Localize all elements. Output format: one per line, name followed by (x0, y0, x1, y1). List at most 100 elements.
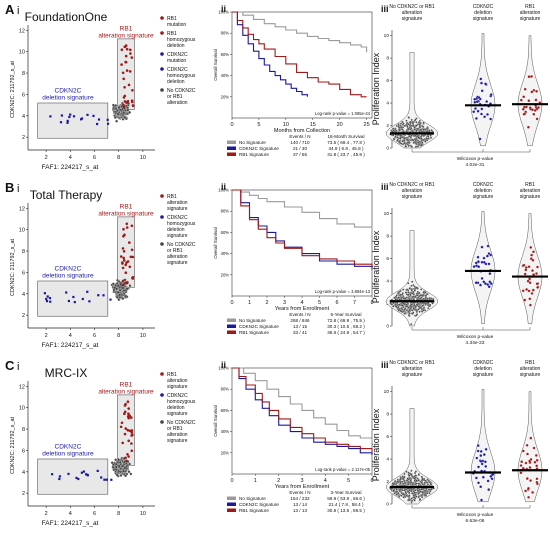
violin-point (524, 489, 527, 493)
violin-group-label: No CDKN2C or RB1 (389, 182, 435, 188)
cdkn2c-point (72, 295, 75, 299)
scatter-point (127, 470, 131, 474)
violin-y-tick-label: 8 (386, 234, 389, 240)
rb1-point (129, 255, 133, 259)
rb1-box-label: alteration signature (98, 210, 154, 217)
rb1-point (126, 428, 130, 432)
violin-point (422, 309, 425, 312)
scatter-x-label: FAF1: 224217_s_at (42, 342, 99, 349)
violin-point (426, 127, 429, 130)
violin-group-label: signature (473, 194, 494, 200)
scatter-point (117, 464, 121, 468)
violin-point (409, 304, 412, 307)
violin-point (409, 123, 412, 127)
violin-point (486, 254, 489, 258)
rb1-point (121, 71, 125, 75)
violin-point (486, 112, 489, 116)
violin-point (401, 292, 404, 295)
legend-label: CDKN2C (167, 67, 188, 73)
violin-point (407, 293, 410, 296)
violin-point (392, 483, 395, 486)
rb1-point (125, 101, 128, 104)
violin-group-label: CDKN2C (473, 182, 494, 188)
violin-point (427, 479, 430, 482)
cdkn2c-point (67, 472, 70, 475)
km-legend-swatch (227, 140, 236, 144)
violin-bracket (411, 505, 531, 509)
violin-point (408, 287, 411, 290)
violin-point (407, 306, 410, 309)
violin-y-tick-label: 10 (384, 211, 390, 217)
rb1-point (124, 402, 127, 406)
scatter-point (118, 288, 122, 292)
violin-point (531, 258, 535, 262)
violin-point (394, 480, 397, 483)
violin-point (413, 475, 416, 478)
violin-point (523, 87, 527, 91)
violin-point (399, 477, 402, 480)
rb1-point (122, 103, 125, 107)
violin-point (481, 475, 485, 479)
violin-point (482, 260, 486, 264)
violin-point (480, 89, 484, 93)
violin-y-tick-label: 8 (386, 412, 389, 418)
violin-point (400, 494, 403, 497)
violin-group-label: signature (402, 372, 423, 378)
rb1-point (129, 52, 132, 55)
violin-point (487, 285, 491, 289)
violin-point (475, 476, 478, 480)
rb1-point (127, 407, 130, 410)
scatter-x-tick-label: 4 (69, 511, 72, 517)
legend-label: No CDKN2C (167, 420, 196, 426)
legend-label: signature (167, 384, 188, 390)
legend-marker (160, 31, 164, 35)
violin-point (484, 460, 487, 464)
scatter-y-tick-label: 2 (22, 313, 25, 319)
violin-point (528, 281, 532, 285)
cdkn2c-box-label: deletion signature (42, 95, 94, 102)
violin-point (427, 307, 430, 310)
rb1-point (123, 412, 126, 416)
km-x-label: Years from Enrollment (275, 484, 330, 490)
scatter-y-tick-label: 2 (22, 135, 25, 141)
violin-y-label: Proliferation Index (371, 230, 381, 303)
violin-point (528, 297, 532, 301)
scatter-point (115, 119, 119, 123)
scatter-y-tick-label: 10 (19, 228, 25, 234)
km-row-survival: 21.4 ( 7.8 , 58.4 ) (329, 502, 364, 507)
km-table-head: 3-Year Survival (331, 490, 362, 495)
cdkn2c-point (109, 298, 112, 301)
scatter-y-label: CDKN2C: 211792_s_at (10, 238, 16, 296)
violin-point (527, 289, 531, 293)
violin-point (397, 492, 400, 495)
km-row-events: 13 / 13 (293, 508, 307, 513)
cdkn2c-point (85, 473, 88, 476)
violin-point (397, 292, 400, 295)
legend-label: CDKN2C (167, 52, 188, 58)
violin-point (472, 265, 476, 269)
rb1-point (121, 283, 125, 287)
violin-point (425, 294, 428, 297)
violin-point (426, 302, 430, 305)
violin-point (397, 309, 400, 312)
legend-label: RB1 (167, 31, 177, 37)
violin-group-label: RB1 (525, 182, 535, 188)
scatter-y-tick-label: 6 (22, 270, 25, 276)
violin-point (476, 109, 480, 113)
violin-y-tick-label: 10 (384, 389, 390, 395)
violin-point (406, 288, 409, 291)
scatter-point (125, 287, 129, 291)
km-frame (231, 189, 373, 297)
rb1-point (130, 224, 134, 228)
km-x-tick-label: 6 (335, 300, 338, 306)
violin-point (529, 479, 532, 482)
violin-point (398, 140, 401, 143)
legend-label: deletion (167, 43, 185, 49)
violin-point (484, 465, 488, 468)
cdkn2c-point (67, 299, 70, 303)
violin-point (426, 139, 429, 142)
violin-point (531, 288, 535, 292)
violin-point (406, 121, 409, 125)
km-x-tick-label: 3 (300, 478, 303, 484)
violin-point (416, 127, 419, 130)
